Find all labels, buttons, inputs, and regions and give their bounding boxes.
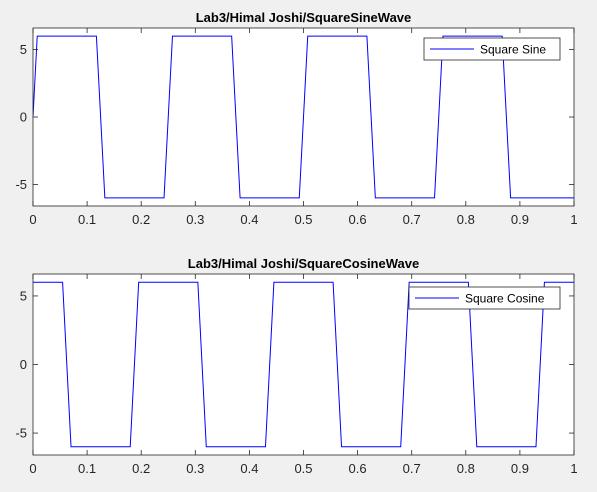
x-tick-label: 0.6 bbox=[349, 461, 367, 476]
x-tick-label: 0.8 bbox=[457, 461, 475, 476]
y-tick-label: 0 bbox=[20, 357, 27, 372]
x-tick-label: 0.5 bbox=[294, 461, 312, 476]
x-tick-label: 1 bbox=[570, 461, 577, 476]
chart-title: Lab3/Himal Joshi/SquareSineWave bbox=[196, 10, 412, 25]
x-tick-label: 1 bbox=[570, 212, 577, 227]
x-tick-label: 0 bbox=[29, 461, 36, 476]
x-tick-label: 0.8 bbox=[457, 212, 475, 227]
chart-title: Lab3/Himal Joshi/SquareCosineWave bbox=[188, 256, 419, 271]
x-tick-label: 0.3 bbox=[186, 212, 204, 227]
y-tick-label: -5 bbox=[15, 177, 27, 192]
x-tick-label: 0.7 bbox=[403, 461, 421, 476]
x-tick-label: 0.9 bbox=[511, 212, 529, 227]
y-tick-label: 5 bbox=[20, 288, 27, 303]
x-tick-label: 0.3 bbox=[186, 461, 204, 476]
plot-2: 0 0.1 0.2 0.3 0.4 0.5 0.6 0.7 0.8 0.9 1 -5 0 5 Lab3/Hi… bbox=[15, 256, 577, 476]
x-tick-label: 0.1 bbox=[78, 461, 96, 476]
x-tick-label: 0.5 bbox=[294, 212, 312, 227]
legend-label: Square Cosine bbox=[465, 292, 545, 306]
series-line-square-cosine bbox=[33, 281, 574, 448]
y-tick-label: -5 bbox=[15, 426, 27, 441]
x-tick-label: 0.4 bbox=[240, 212, 258, 227]
x-tick-label: 0.4 bbox=[240, 461, 258, 476]
x-tick-label: 0 bbox=[29, 212, 36, 227]
legend: Square Cosine bbox=[408, 286, 561, 310]
legend: Square Sine bbox=[423, 37, 561, 61]
x-tick-label: 0.6 bbox=[349, 212, 367, 227]
y-tick-label: 5 bbox=[20, 42, 27, 57]
legend-label: Square Sine bbox=[480, 43, 546, 57]
x-tick-label: 0.9 bbox=[511, 461, 529, 476]
legend-box bbox=[408, 286, 561, 310]
series-line-square-sine bbox=[33, 35, 574, 199]
x-tick-label: 0.7 bbox=[403, 212, 421, 227]
x-tick-label: 0.2 bbox=[132, 212, 150, 227]
legend-box bbox=[423, 37, 561, 61]
y-tick-label: 0 bbox=[20, 110, 27, 125]
x-tick-label: 0.2 bbox=[132, 461, 150, 476]
plot-1: 0 0.1 0.2 0.3 0.4 0.5 0.6 0.7 0.8 0.9 1 -5 0 5 Lab3/Hi… bbox=[15, 10, 577, 227]
x-tick-label: 0.1 bbox=[78, 212, 96, 227]
